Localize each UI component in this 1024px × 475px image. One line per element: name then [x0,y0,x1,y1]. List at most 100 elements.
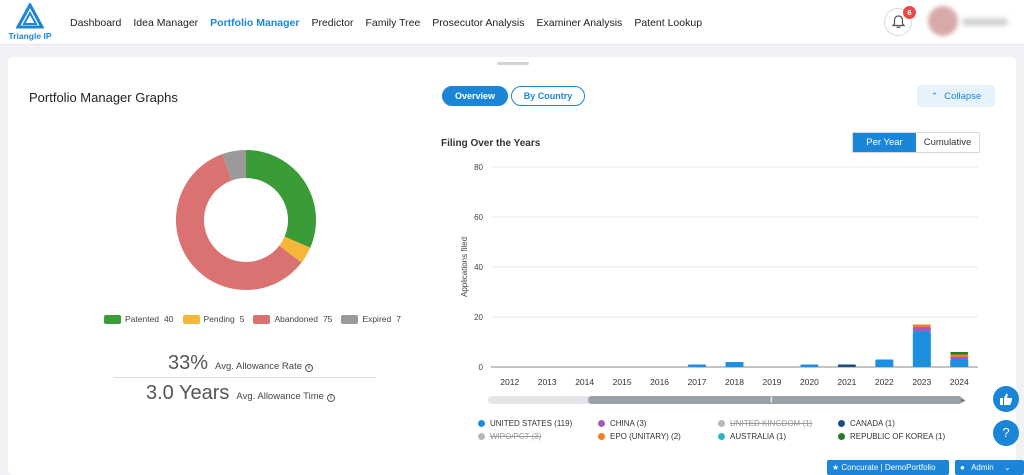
donut-slice-patented[interactable] [246,150,316,248]
status-legend-item[interactable]: Expired 7 [341,314,401,324]
chevron-down-icon: ⌄ [1004,463,1011,472]
bar-segment [875,359,894,367]
help-button[interactable]: ? [993,420,1019,446]
tab-overview[interactable]: Overview [442,86,508,106]
status-legend-count: 5 [239,314,245,324]
legend-row: WIPO/PCT (3) EPO (UNITARY) (2) AUSTRALIA (… [478,430,958,443]
info-icon[interactable]: i [305,364,313,372]
nav-item-idea-manager[interactable]: Idea Manager [133,16,199,29]
legend-dot [838,433,845,440]
country-legend-label: AUSTRALIA (1) [730,432,787,441]
bar-segment [800,364,819,367]
bar-segment [725,362,744,367]
status-legend-count: 7 [396,314,401,324]
nav-item-examiner-analysis[interactable]: Examiner Analysis [536,16,623,29]
status-legend-label: Expired [362,314,392,324]
legend-dot [478,420,485,427]
country-legend-label: CHINA (3) [610,419,647,428]
info-icon[interactable]: i [326,394,335,402]
bar-segment [912,327,931,332]
country-legend-label: CANADA (1) [850,419,895,428]
thumbs-up-button[interactable] [993,386,1019,412]
country-legend-item[interactable]: CANADA (1) [838,419,958,428]
role-chip[interactable]: ● Admin ⌄ [955,460,1024,475]
chart-scrollbar-thumb[interactable]: ||| [588,396,962,404]
x-tick-label: 2018 [725,377,744,387]
drag-handle[interactable] [497,62,529,65]
status-donut-chart [176,150,316,290]
nav-item-predictor[interactable]: Predictor [311,16,354,29]
x-tick-label: 2024 [950,377,969,387]
donut-slice-pending[interactable] [279,236,311,263]
chevron-up-icon: ⌃ [930,91,939,101]
status-legend-label: Patented [125,314,160,324]
allowance-rate-label: Avg. Allowance Rate [215,361,302,372]
nav-item-prosecutor-analysis[interactable]: Prosecutor Analysis [432,16,525,29]
page-title: Portfolio Manager Graphs [29,90,178,105]
status-legend-label: Abandoned [274,314,318,324]
status-legend-item[interactable]: Abandoned 75 [253,314,332,324]
legend-swatch [104,314,121,324]
thumbs-up-icon [1000,393,1013,405]
donut-slice-abandoned[interactable] [176,154,302,290]
x-tick-label: 2023 [912,377,931,387]
cumulative-toggle[interactable]: Cumulative [916,133,979,152]
allowance-time-stat: 3.0 Years Avg. Allowance Time i [146,382,335,405]
bar-segment [688,364,707,367]
bar-segment [950,357,969,360]
nav-item-family-tree[interactable]: Family Tree [365,16,421,29]
status-legend-item[interactable]: Pending 5 [182,314,245,324]
country-legend-item[interactable]: EPO (UNITARY) (2) [598,432,718,441]
y-tick-label: 80 [474,163,483,172]
country-legend-item[interactable]: WIPO/PCT (3) [478,432,598,441]
nav-item-portfolio-manager[interactable]: Portfolio Manager [210,16,300,29]
bar-segment [950,359,969,367]
brand-logo[interactable]: Triangle IP [6,3,54,41]
country-legend-label: REPUBLIC OF KOREA (1) [850,432,946,441]
top-navbar: Triangle IP Dashboard Idea Manager Portfol… [0,0,1024,45]
scroll-right-arrow-icon[interactable]: ▶ [961,398,966,404]
x-tick-label: 2020 [800,377,819,387]
legend-dot [478,433,485,440]
user-name-blurred [962,18,1008,26]
legend-swatch [253,314,271,324]
notification-count-badge: 6 [903,6,916,19]
x-tick-label: 2012 [500,377,519,387]
legend-swatch [341,314,359,324]
legend-dot [718,420,725,427]
workspace-chip[interactable]: ★ Concurate | DemoPortfolio [827,460,949,475]
nav-item-patent-lookup[interactable]: Patent Lookup [634,16,703,29]
x-tick-label: 2014 [575,377,594,387]
country-legend-item[interactable]: REPUBLIC OF KOREA (1) [838,432,958,441]
bell-icon [892,15,905,29]
triangle-logo-icon [16,3,44,29]
donut-slice-expired[interactable] [222,150,246,181]
country-legend-item[interactable]: UNITED STATES (119) [478,419,598,428]
status-legend-count: 40 [164,314,174,324]
per-year-toggle[interactable]: Per Year [853,133,916,152]
country-legend-item[interactable]: CHINA (3) [598,419,718,428]
x-tick-label: 2016 [650,377,669,387]
filing-chart-title: Filing Over the Years [441,138,541,149]
workspace-label: Concurate | DemoPortfolio [841,463,936,472]
x-tick-label: 2022 [875,377,894,387]
chart-scrollbar[interactable]: ||| [488,396,964,404]
user-menu[interactable] [926,6,1016,38]
nav-item-dashboard[interactable]: Dashboard [70,16,122,29]
avatar [928,6,958,36]
question-mark-icon: ? [1002,425,1010,440]
legend-dot [718,433,725,440]
x-tick-label: 2019 [763,377,782,387]
country-legend-item[interactable]: UNITED KINGDOM (1) [718,419,838,428]
country-legend-item[interactable]: AUSTRALIA (1) [718,432,838,441]
status-legend: Patented 40 Pending 5 Abandoned 75 Expired 7 [104,314,410,324]
status-legend-item[interactable]: Patented 40 [104,314,174,324]
status-legend-count: 75 [322,314,333,324]
notifications-button[interactable]: 6 [884,6,916,36]
bar-segment [950,352,969,355]
collapse-button[interactable]: ⌃ Collapse [917,85,995,107]
main-nav: Dashboard Idea Manager Portfolio Manager Pr… [64,0,708,45]
tab-by-country[interactable]: By Country [511,86,585,106]
y-tick-label: 0 [479,363,484,372]
country-legend-label: WIPO/PCT (3) [490,432,542,441]
